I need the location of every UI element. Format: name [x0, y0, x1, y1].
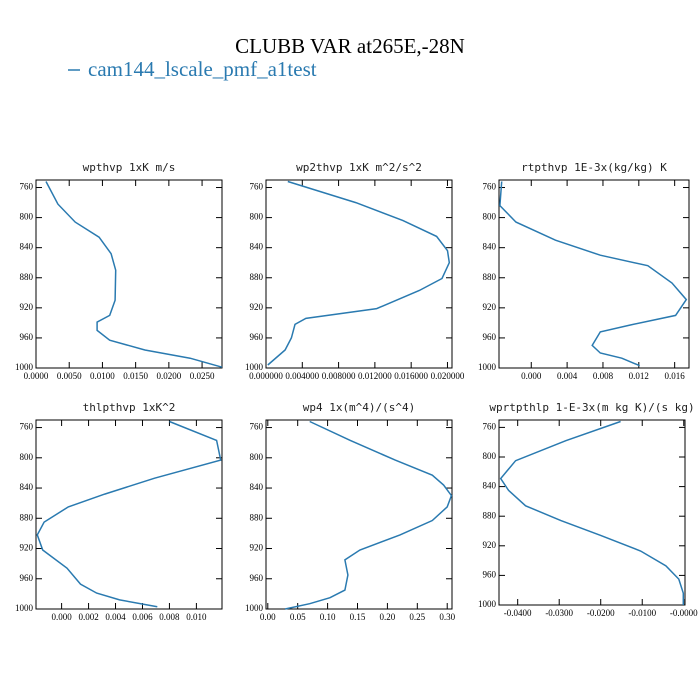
x-tick-label: 0.004	[105, 612, 126, 622]
x-tick-label: 0.0200	[156, 371, 181, 381]
y-tick-label: 960	[20, 332, 34, 342]
y-tick-label: 840	[483, 242, 497, 252]
legend-label: cam144_lscale_pmf_a1test	[88, 57, 317, 81]
x-tick-label: 0.012	[629, 371, 649, 381]
x-tick-label: 0.020000	[431, 371, 465, 381]
y-tick-label: 960	[250, 573, 264, 583]
y-tick-label: 760	[250, 422, 264, 432]
plot-frame	[498, 419, 686, 606]
profile-line	[499, 420, 685, 605]
x-tick-label: 0.008	[593, 371, 614, 381]
y-tick-label: 880	[483, 510, 497, 520]
y-tick-label: 840	[250, 482, 264, 492]
y-tick-label: 960	[483, 332, 497, 342]
y-tick-label: 920	[483, 540, 497, 550]
x-tick-label: 0.000000	[249, 371, 283, 381]
y-tick-label: 920	[20, 543, 34, 553]
y-tick-label: 1000	[478, 599, 497, 609]
panel-title: rtpthvp 1E-3x(kg/kg) K	[521, 161, 667, 174]
y-tick-label: 840	[20, 482, 34, 492]
x-tick-label: 0.008	[159, 612, 180, 622]
y-tick-label: 880	[250, 272, 264, 282]
x-tick-label: 0.016000	[394, 371, 428, 381]
y-tick-label: 920	[483, 302, 497, 312]
x-tick-label: -0.0000	[670, 608, 698, 618]
y-tick-label: 880	[250, 512, 264, 522]
x-tick-label: -0.0200	[587, 608, 615, 618]
x-tick-label: -0.0300	[545, 608, 573, 618]
y-tick-label: 960	[483, 569, 497, 579]
x-tick-label: 0.05	[290, 612, 306, 622]
y-tick-label: 760	[483, 421, 497, 431]
x-tick-label: 0.004	[557, 371, 578, 381]
y-tick-label: 760	[483, 182, 497, 192]
profile-line	[499, 181, 688, 367]
y-tick-label: 880	[20, 272, 34, 282]
x-tick-label: 0.006	[132, 612, 153, 622]
profile-line	[267, 180, 451, 366]
panel-title: wp2thvp 1xK m^2/s^2	[296, 161, 422, 174]
y-tick-label: 800	[250, 452, 264, 462]
x-tick-label: -0.0400	[504, 608, 532, 618]
y-tick-label: 960	[250, 332, 264, 342]
panel-title: thlpthvp 1xK^2	[83, 401, 176, 414]
y-tick-label: 800	[250, 212, 264, 222]
plot-frame	[35, 179, 223, 369]
x-tick-label: 0.0150	[123, 371, 148, 381]
x-tick-label: 0.25	[409, 612, 425, 622]
x-tick-label: 0.000	[521, 371, 542, 381]
x-tick-label: 0.016	[665, 371, 686, 381]
y-tick-label: 800	[483, 212, 497, 222]
panel-title: wpthvp 1xK m/s	[83, 161, 176, 174]
profile-line	[36, 420, 222, 608]
y-tick-label: 800	[20, 452, 34, 462]
y-tick-label: 1000	[245, 603, 264, 613]
profile-line	[284, 420, 453, 610]
y-tick-label: 840	[250, 242, 264, 252]
y-tick-label: 760	[20, 182, 34, 192]
y-tick-label: 920	[250, 302, 264, 312]
y-tick-label: 880	[20, 512, 34, 522]
y-tick-label: 800	[20, 212, 34, 222]
y-tick-label: 920	[250, 543, 264, 553]
x-tick-label: 0.10	[320, 612, 336, 622]
y-tick-label: 1000	[15, 603, 34, 613]
x-tick-label: 0.15	[350, 612, 366, 622]
x-tick-label: 0.00	[260, 612, 276, 622]
y-tick-label: 1000	[245, 362, 264, 372]
x-tick-label: 0.010	[186, 612, 207, 622]
profile-line	[45, 181, 223, 368]
y-tick-label: 880	[483, 272, 497, 282]
x-tick-label: 0.000	[51, 612, 72, 622]
x-tick-label: 0.002	[78, 612, 98, 622]
x-tick-label: 0.0250	[190, 371, 215, 381]
x-tick-label: 0.0050	[57, 371, 82, 381]
y-tick-label: 960	[20, 573, 34, 583]
x-tick-label: 0.008000	[322, 371, 356, 381]
y-tick-label: 1000	[15, 362, 34, 372]
x-tick-label: 0.012000	[358, 371, 392, 381]
x-tick-label: 0.20	[380, 612, 396, 622]
y-tick-label: 1000	[478, 362, 497, 372]
panel-title: wp4 1x(m^4)/(s^4)	[303, 401, 416, 414]
y-tick-label: 760	[20, 422, 34, 432]
plot-frame	[498, 179, 690, 369]
plot-frame	[35, 419, 223, 610]
x-tick-label: 0.30	[439, 612, 455, 622]
y-tick-label: 800	[483, 451, 497, 461]
y-tick-label: 840	[483, 481, 497, 491]
x-tick-label: 0.004000	[285, 371, 319, 381]
figure-title: CLUBB VAR at265E,-28N	[235, 34, 465, 58]
x-tick-label: -0.0100	[628, 608, 656, 618]
plot-frame	[265, 419, 453, 610]
y-tick-label: 920	[20, 302, 34, 312]
panel-title: wprtpthlp 1-E-3x(m kg K)/(s kg)	[489, 401, 694, 414]
x-tick-label: 0.0100	[90, 371, 115, 381]
y-tick-label: 840	[20, 242, 34, 252]
plot-frame	[265, 179, 453, 369]
x-tick-label: 0.0000	[24, 371, 49, 381]
y-tick-label: 760	[250, 182, 264, 192]
